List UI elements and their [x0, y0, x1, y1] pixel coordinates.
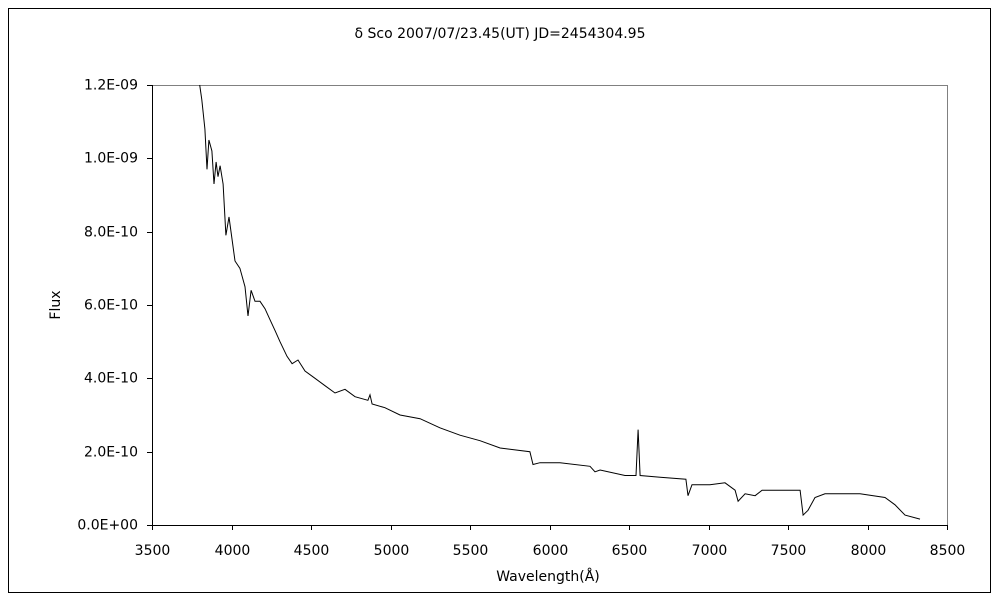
x-tick-label: 3500 [135, 543, 171, 559]
spectrum-line [199, 84, 921, 520]
x-tick-label: 7500 [771, 543, 807, 559]
y-tick-label: 2.0E-10 [84, 445, 138, 461]
x-tick-label: 5000 [374, 543, 410, 559]
chart-frame [8, 8, 991, 593]
x-tick-label: 6000 [533, 543, 569, 559]
y-tick-label: 4.0E-10 [84, 371, 138, 387]
y-tick-label: 6.0E-10 [84, 298, 138, 314]
x-tick-label: 7000 [692, 543, 728, 559]
x-tick-label: 8500 [930, 543, 966, 559]
y-axis-label: Flux [48, 290, 64, 319]
x-axis-label: Wavelength(Å) [496, 568, 600, 585]
x-tick-label: 4000 [215, 543, 251, 559]
y-tick-label: 0.0E+00 [77, 518, 138, 534]
x-tick-label: 5500 [453, 543, 489, 559]
x-tick-label: 8000 [851, 543, 887, 559]
chart-title: δ Sco 2007/07/23.45(UT) JD=2454304.95 [355, 26, 646, 42]
y-tick-label: 8.0E-10 [84, 225, 138, 241]
x-tick-label: 4500 [294, 543, 330, 559]
y-tick-label: 1.0E-09 [84, 151, 138, 167]
y-tick-label: 1.2E-09 [84, 78, 138, 94]
x-tick-label: 6500 [612, 543, 648, 559]
